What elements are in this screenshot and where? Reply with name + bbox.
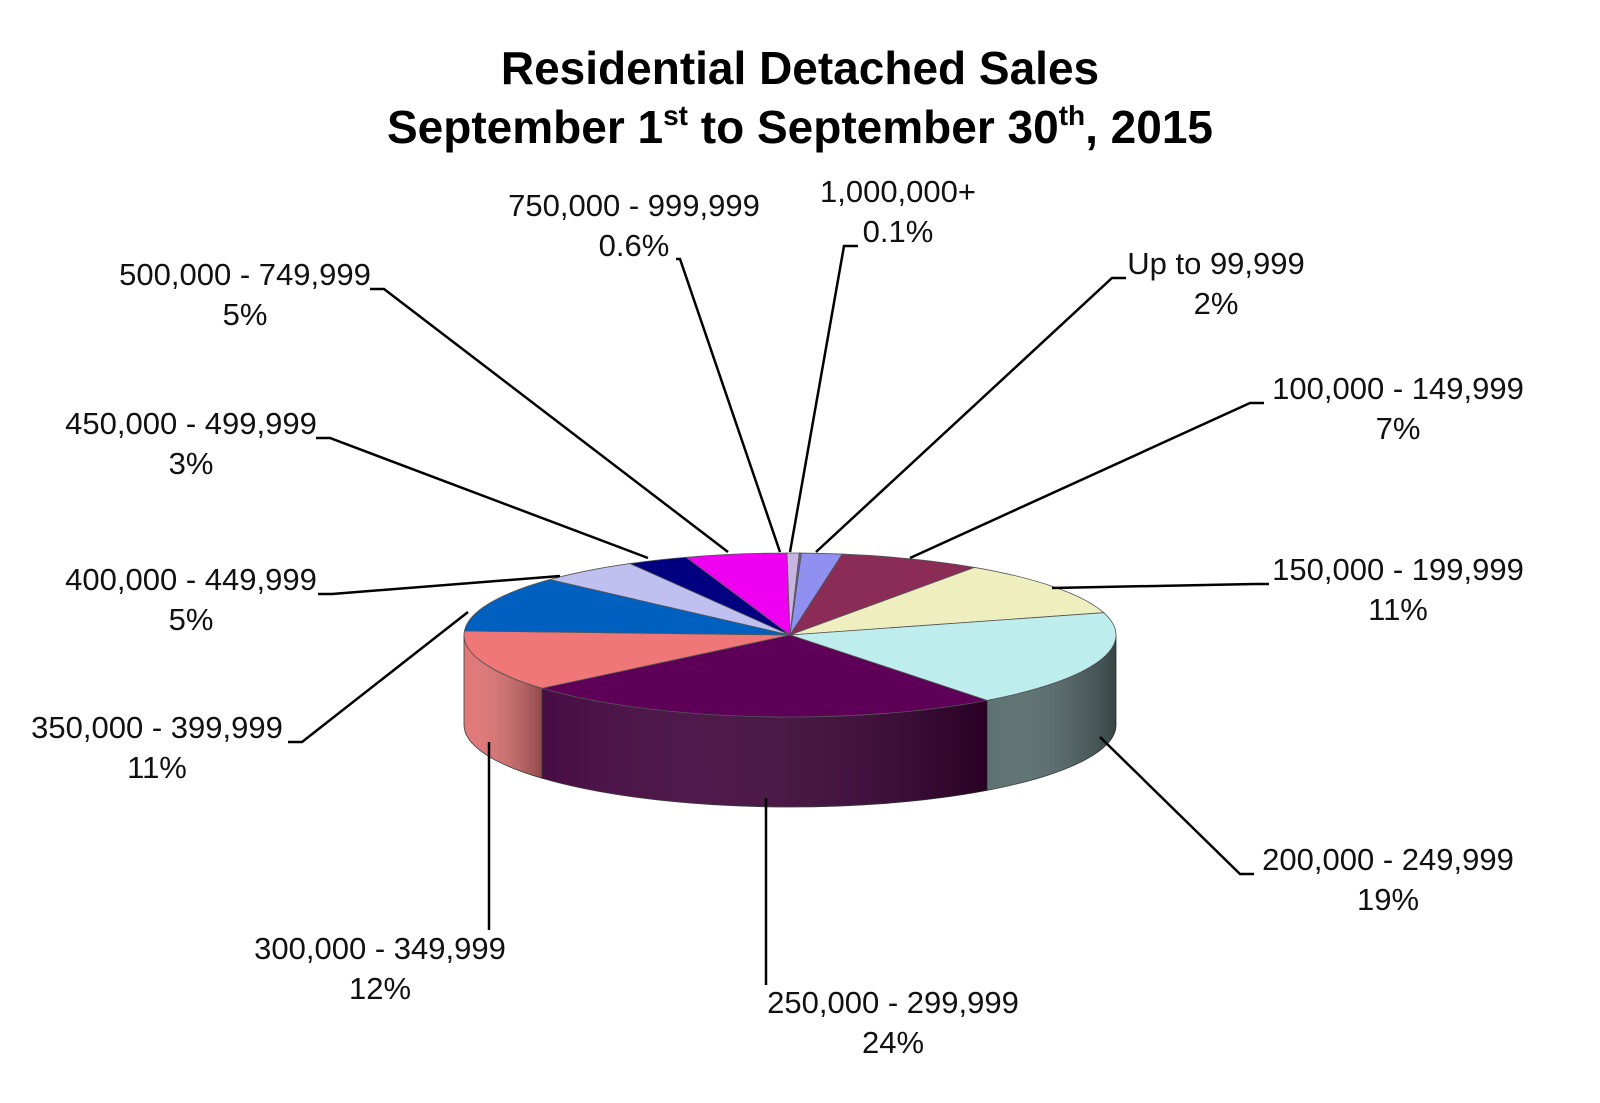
slice-label-6: 300,000 - 349,999 bbox=[254, 931, 506, 966]
leader-line-11 bbox=[676, 257, 782, 553]
pie-slice-12 bbox=[789, 552, 802, 636]
leader-line-7 bbox=[288, 611, 469, 744]
slice-label-5: 250,000 - 299,999 bbox=[767, 985, 1019, 1020]
title-part-2: to September 30 bbox=[688, 101, 1059, 153]
slice-label-3: 150,000 - 199,999 bbox=[1272, 552, 1524, 587]
pie-slice-side-shade bbox=[464, 635, 543, 779]
slice-percent-10: 5% bbox=[223, 297, 268, 332]
leader-line-4 bbox=[1099, 736, 1254, 876]
leader-lines bbox=[288, 244, 1269, 985]
leader-line-12 bbox=[788, 244, 858, 553]
slice-percent-2: 7% bbox=[1376, 411, 1421, 446]
slice-label-11: 750,000 - 999,999 bbox=[508, 188, 760, 223]
slice-label-4: 200,000 - 249,999 bbox=[1262, 842, 1514, 877]
pie-slice-2 bbox=[789, 553, 977, 636]
slice-label-1: Up to 99,999 bbox=[1127, 246, 1305, 281]
leader-line-2 bbox=[909, 401, 1264, 560]
slice-labels: Up to 99,999 2% 100,000 - 149,999 7% 150,000… bbox=[31, 174, 1524, 1060]
leader-line-3 bbox=[1051, 582, 1269, 590]
title-part-1: September 1 bbox=[387, 101, 663, 153]
slice-label-12: 1,000,000+ bbox=[820, 174, 976, 209]
pie-slice-7 bbox=[463, 579, 791, 636]
pie-slice-4 bbox=[789, 612, 1117, 701]
pie-tops bbox=[463, 552, 1117, 718]
pie-slice-side-shade bbox=[986, 635, 1116, 791]
slice-percent-6: 12% bbox=[349, 971, 411, 1006]
pie-slice-side-shade bbox=[542, 688, 987, 808]
pie-slice-6 bbox=[463, 630, 791, 689]
chart-title-line-2: September 1st to September 30th, 2015 bbox=[387, 100, 1213, 153]
title-superscript-1: st bbox=[663, 100, 688, 131]
slice-percent-11: 0.6% bbox=[599, 228, 670, 263]
slice-percent-12: 0.1% bbox=[863, 214, 934, 249]
slice-percent-8: 5% bbox=[169, 602, 214, 637]
slice-label-7: 350,000 - 399,999 bbox=[31, 710, 283, 745]
leader-line-10 bbox=[370, 287, 729, 553]
pie-slice-5 bbox=[542, 634, 989, 718]
leader-line-9 bbox=[316, 436, 649, 560]
pie-sides bbox=[463, 634, 1117, 808]
slice-label-9: 450,000 - 499,999 bbox=[65, 406, 317, 441]
leader-line-1 bbox=[815, 276, 1126, 553]
title-superscript-2: th bbox=[1059, 100, 1085, 131]
slice-label-8: 400,000 - 449,999 bbox=[65, 562, 317, 597]
slice-label-10: 500,000 - 749,999 bbox=[119, 257, 371, 292]
leader-line-8 bbox=[318, 574, 561, 596]
slice-percent-4: 19% bbox=[1357, 882, 1419, 917]
slice-label-2: 100,000 - 149,999 bbox=[1272, 371, 1524, 406]
slice-percent-1: 2% bbox=[1194, 286, 1239, 321]
title-part-3: , 2015 bbox=[1085, 101, 1213, 153]
chart-title-line-1: Residential Detached Sales bbox=[501, 42, 1099, 94]
slice-percent-7: 11% bbox=[127, 750, 187, 785]
slice-percent-5: 24% bbox=[862, 1025, 924, 1060]
slice-percent-9: 3% bbox=[169, 446, 214, 481]
slice-percent-3: 11% bbox=[1368, 592, 1428, 627]
